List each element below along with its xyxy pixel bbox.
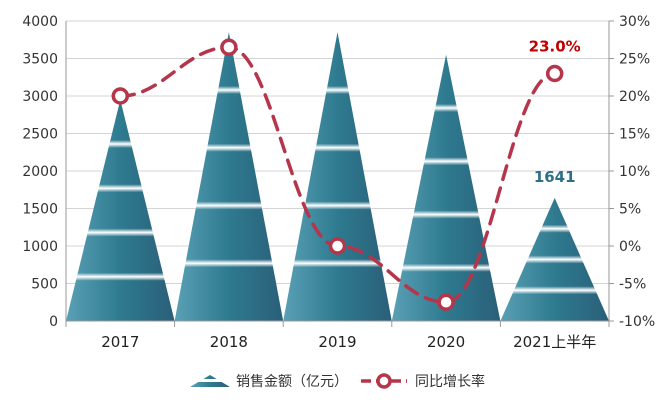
- y-left-tick-label: 3500: [22, 52, 58, 68]
- growth-rate-marker: [220, 38, 238, 56]
- pyramid-band-gap: [525, 255, 584, 264]
- legend: 销售金额（亿元） 同比增长率: [190, 373, 485, 390]
- pyramid-band-gap: [74, 272, 166, 281]
- y-right-tick-label: 25%: [619, 52, 650, 68]
- pyramid-bar-shape: [174, 32, 284, 321]
- growth-rate-marker: [437, 293, 455, 311]
- y-left-tick-label: 2000: [22, 164, 58, 180]
- pyramid-bar: [174, 32, 284, 321]
- x-category-label: 2018: [210, 333, 248, 351]
- legend-label-growth: 同比增长率: [415, 373, 485, 390]
- y-left-tick-label: 4000: [22, 14, 58, 30]
- pyramid-band-gap: [422, 157, 470, 166]
- x-category-label: 2019: [318, 333, 356, 351]
- pyramid-band-gap: [324, 86, 351, 94]
- legend-swatch-marker: [376, 373, 392, 389]
- pyramid-bar: [391, 54, 501, 321]
- y-right-tick-label: 30%: [619, 14, 650, 30]
- x-category-label: 2020: [427, 333, 465, 351]
- y-left-tick-label: 0: [49, 314, 58, 330]
- pyramid-band-gap: [216, 86, 242, 94]
- legend-swatch-gap: [190, 379, 230, 382]
- pyramid-band-gap: [313, 143, 362, 152]
- pyramid-band-gap: [85, 228, 155, 237]
- bar-series: [66, 32, 609, 321]
- axes: 0 500 1000 1500 2000 2500 3000 3500 4000 -10% -5% 0…: [22, 14, 655, 351]
- pyramid-bar: [283, 32, 392, 321]
- y-left-tick-label: 1000: [22, 239, 58, 255]
- y-right-tick-label: -10%: [619, 314, 655, 330]
- x-category-label: 2021上半年: [513, 333, 596, 351]
- pyramid-band-gap: [302, 201, 373, 210]
- pyramid-band-gap: [194, 201, 264, 210]
- pyramid-band-gap: [433, 104, 459, 112]
- pyramid-band-gap: [96, 184, 145, 193]
- data-labels: 1641 23.0%: [529, 38, 581, 186]
- y-right-tick-label: -5%: [619, 277, 646, 293]
- pyramid-band-gap: [183, 259, 275, 268]
- pyramid-band-gap: [205, 143, 253, 152]
- pyramid-bar: [500, 197, 609, 321]
- y-left-tick-label: 1500: [22, 202, 58, 218]
- x-category-label: 2017: [101, 333, 139, 351]
- legend-label-sales: 销售金额（亿元）: [236, 374, 348, 390]
- line-data-label: 23.0%: [529, 38, 581, 56]
- growth-rate-marker: [545, 64, 564, 83]
- y-left-tick-label: 500: [31, 277, 58, 293]
- pyramid-band-gap: [400, 263, 492, 272]
- growth-rate-marker: [328, 237, 347, 255]
- growth-rate-marker: [111, 87, 130, 105]
- pyramid-bar-shape: [283, 32, 392, 321]
- y-right-tick-label: 5%: [619, 202, 641, 218]
- bar-data-label: 1641: [534, 168, 576, 186]
- y-right-tick-label: 0%: [619, 239, 641, 255]
- line-series: [111, 38, 564, 311]
- y-right-tick-label: 20%: [619, 89, 650, 105]
- pyramid-bar-shape: [391, 54, 501, 321]
- pyramid-band-gap: [292, 259, 383, 268]
- y-left-tick-label: 2500: [22, 127, 58, 143]
- pyramid-band-gap: [411, 210, 481, 219]
- y-left-tick-label: 3000: [22, 89, 58, 105]
- pyramid-bar: [66, 99, 175, 321]
- pyramid-band-gap: [539, 224, 571, 233]
- pyramid-bar-shape: [66, 99, 175, 321]
- pyramid-band-gap: [107, 140, 134, 148]
- pyramid-band-gap: [511, 286, 598, 295]
- y-right-tick-label: 15%: [619, 127, 650, 143]
- y-right-tick-label: 10%: [619, 164, 650, 180]
